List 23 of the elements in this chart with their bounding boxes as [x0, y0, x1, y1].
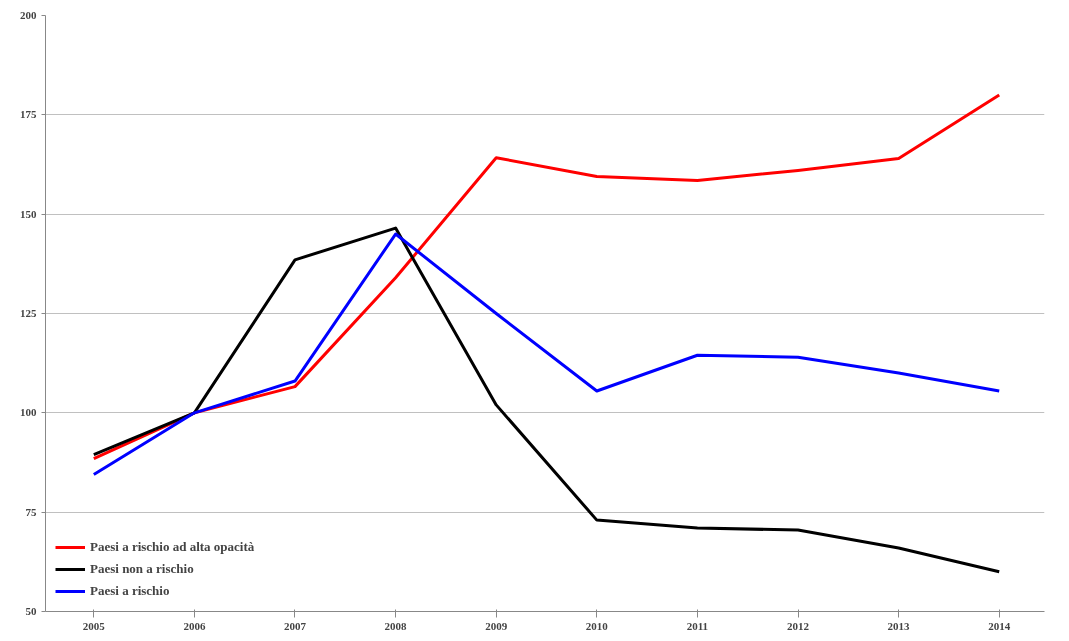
x-tick-label: 2007	[284, 619, 307, 632]
line-series	[92, 226, 1001, 574]
x-tick-label: 2006	[183, 619, 206, 632]
x-tick-label: 2014	[988, 619, 1011, 632]
legend-label: Paesi a rischio	[90, 583, 170, 599]
line-series	[92, 93, 1001, 461]
x-tick-label: 2009	[485, 619, 508, 632]
y-tick-label: 125	[20, 307, 37, 319]
y-tick-label: 150	[20, 207, 37, 220]
y-tick-label: 175	[20, 108, 37, 121]
y-tick-label: 200	[20, 9, 37, 21]
y-tick-label: 75	[25, 505, 37, 518]
x-tick-label: 2010	[585, 619, 609, 632]
x-tick-label: 2005	[82, 619, 106, 632]
x-tick-label: 2012	[787, 619, 810, 632]
legend-label: Paesi non a rischio	[90, 561, 194, 577]
line-series	[92, 232, 1001, 476]
x-tick-label: 2013	[887, 619, 911, 632]
y-tick-label: 100	[20, 406, 37, 419]
x-tick-label: 2011	[686, 619, 709, 632]
legend-label: Paesi a rischio ad alta opacità	[90, 539, 255, 555]
y-tick-label: 50	[25, 605, 37, 617]
x-tick-label: 2008	[384, 619, 408, 632]
